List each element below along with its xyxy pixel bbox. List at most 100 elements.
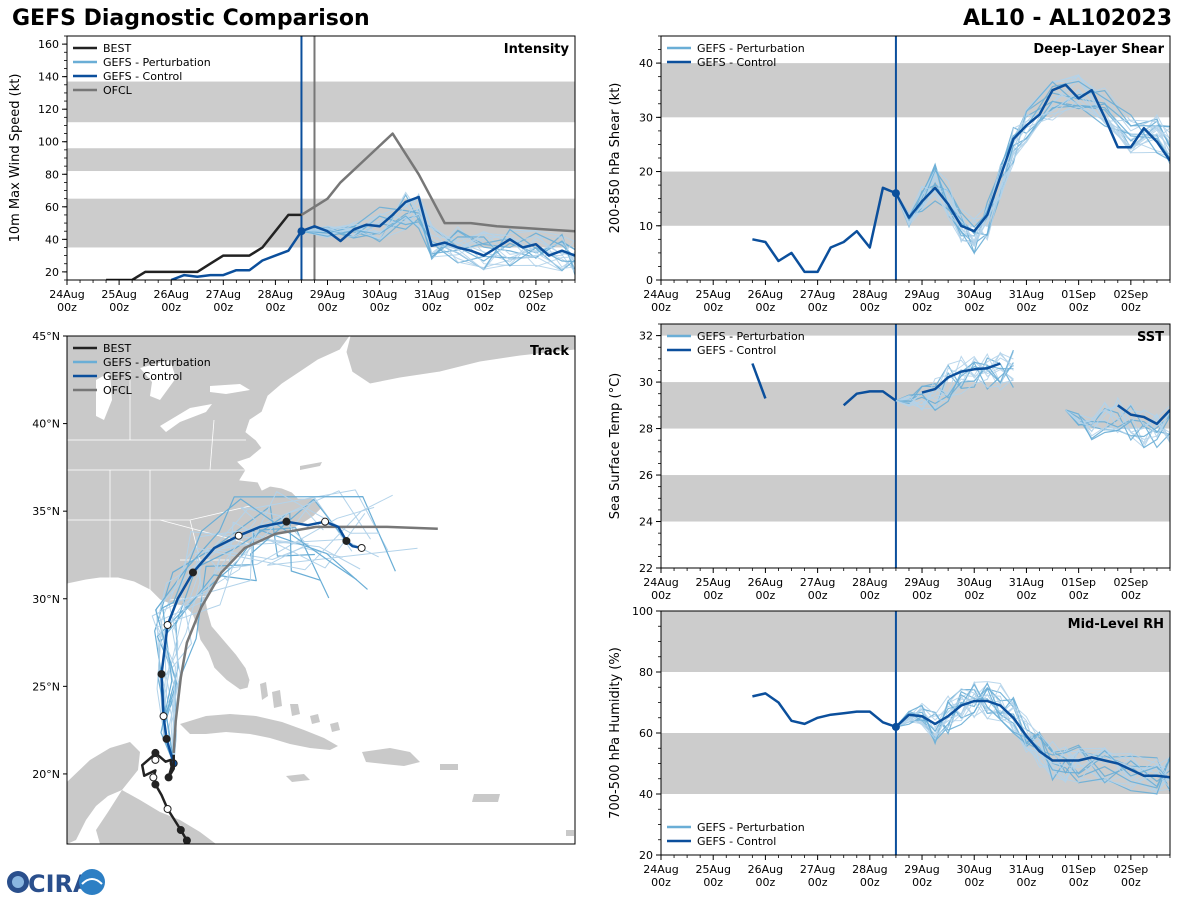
x-tick-day: 26Aug bbox=[153, 288, 188, 301]
ensemble-member-line bbox=[895, 106, 1170, 247]
x-tick-hour: 00z bbox=[1017, 876, 1037, 889]
y-tick-label: 60 bbox=[639, 727, 653, 740]
page-title: GEFS Diagnostic Comparison bbox=[12, 6, 370, 31]
x-tick-hour: 00z bbox=[1069, 301, 1089, 314]
ensemble-member-line bbox=[895, 90, 1170, 238]
x-tick-day: 31Aug bbox=[1009, 863, 1044, 876]
y-tick-label: 40 bbox=[639, 57, 653, 70]
plot-area bbox=[752, 611, 1170, 855]
x-tick-hour: 00z bbox=[1069, 876, 1089, 889]
x-tick-hour: 00z bbox=[808, 589, 828, 602]
x-tick-day: 02Sep bbox=[1113, 576, 1148, 589]
y-tick-label: 120 bbox=[38, 103, 59, 116]
x-tick-hour: 00z bbox=[860, 876, 880, 889]
legend-label: GEFS - Perturbation bbox=[103, 356, 211, 369]
land-cuba bbox=[180, 714, 338, 750]
x-tick-hour: 00z bbox=[808, 301, 828, 314]
x-tick-day: 31Aug bbox=[1009, 576, 1044, 589]
y-tick-label: 140 bbox=[38, 71, 59, 84]
x-tick-day: 27Aug bbox=[800, 288, 835, 301]
ensemble-member-line bbox=[301, 192, 575, 261]
ensemble-member-line bbox=[1065, 409, 1170, 449]
storm-id-title: AL10 - AL102023 bbox=[963, 6, 1172, 31]
track-position-marker bbox=[182, 836, 191, 844]
control-series-line bbox=[842, 390, 897, 407]
shaded-band bbox=[661, 475, 1170, 522]
x-tick-hour: 00z bbox=[651, 589, 671, 602]
x-tick-day: 27Aug bbox=[800, 576, 835, 589]
current-value-marker bbox=[891, 189, 900, 198]
x-tick-hour: 00z bbox=[756, 876, 776, 889]
land-long-island bbox=[300, 462, 322, 470]
x-tick-hour: 00z bbox=[651, 876, 671, 889]
y-tick-label: 20 bbox=[45, 266, 59, 279]
legend-label: GEFS - Perturbation bbox=[103, 56, 211, 69]
track-position-marker bbox=[157, 670, 166, 679]
legend-label: GEFS - Control bbox=[103, 370, 182, 383]
shaded-band bbox=[67, 148, 575, 172]
track-position-marker bbox=[163, 804, 172, 813]
x-tick-hour: 00z bbox=[213, 301, 233, 314]
x-tick-hour: 00z bbox=[703, 876, 723, 889]
legend-label: BEST bbox=[103, 342, 131, 355]
shaded-band bbox=[67, 81, 575, 123]
track-position-marker bbox=[321, 517, 330, 526]
legend-label: GEFS - Control bbox=[697, 835, 776, 848]
control-series-line bbox=[170, 195, 575, 280]
lake-huron bbox=[140, 360, 176, 400]
ensemble-track-line bbox=[162, 527, 368, 764]
x-tick-day: 31Aug bbox=[414, 288, 449, 301]
x-tick-day: 31Aug bbox=[1009, 288, 1044, 301]
shaded-band bbox=[661, 324, 1170, 336]
x-tick-hour: 00z bbox=[703, 589, 723, 602]
legend-label: OFCL bbox=[103, 84, 133, 97]
land-small-islands bbox=[566, 830, 574, 836]
lake-ontario bbox=[210, 384, 250, 394]
lake-michigan bbox=[96, 372, 112, 420]
control-series-line bbox=[752, 83, 1170, 274]
x-tick-day: 30Aug bbox=[362, 288, 397, 301]
ensemble-member-line bbox=[895, 89, 1170, 255]
ensemble-member-line bbox=[895, 681, 1170, 790]
ensemble-member-line bbox=[1065, 408, 1170, 440]
x-tick-day: 02Sep bbox=[1113, 863, 1148, 876]
track-position-marker bbox=[163, 621, 172, 630]
track-position-marker bbox=[357, 543, 366, 552]
track-position-marker bbox=[342, 536, 351, 545]
sst-panel: 22242628303224Aug00z25Aug00z26Aug00z27Au… bbox=[608, 323, 1171, 602]
y-tick-label: 160 bbox=[38, 38, 59, 51]
lat-tick-label: 25°N bbox=[32, 680, 60, 693]
lat-tick-label: 45°N bbox=[32, 330, 60, 343]
cira-logo-mark: CIRA bbox=[7, 869, 105, 898]
legend-label: GEFS - Perturbation bbox=[697, 821, 805, 834]
land-puerto-rico bbox=[440, 764, 458, 770]
y-tick-label: 22 bbox=[639, 562, 653, 575]
x-tick-day: 28Aug bbox=[852, 863, 887, 876]
ofcl-series-line bbox=[300, 132, 575, 233]
y-axis-label: Sea Surface Temp (°C) bbox=[608, 373, 623, 520]
best-series-line bbox=[106, 213, 302, 280]
panel-title: Intensity bbox=[504, 42, 570, 57]
lat-tick-label: 40°N bbox=[32, 418, 60, 431]
legend-label: GEFS - Perturbation bbox=[697, 330, 805, 343]
x-tick-day: 30Aug bbox=[956, 576, 991, 589]
legend-label: GEFS - Control bbox=[697, 56, 776, 69]
track-position-marker bbox=[164, 773, 173, 782]
x-tick-hour: 00z bbox=[474, 301, 494, 314]
x-tick-day: 30Aug bbox=[956, 288, 991, 301]
land-hispaniola bbox=[362, 748, 420, 766]
x-tick-day: 02Sep bbox=[1113, 288, 1148, 301]
x-tick-day: 25Aug bbox=[695, 863, 730, 876]
control-series-line bbox=[752, 692, 1170, 779]
track-position-marker bbox=[176, 825, 185, 834]
legend-label: GEFS - Control bbox=[103, 70, 182, 83]
y-tick-label: 30 bbox=[639, 376, 653, 389]
ensemble-member-line bbox=[1065, 407, 1170, 449]
ensemble-track-line bbox=[168, 490, 371, 764]
ensemble-member-line bbox=[895, 349, 1014, 412]
x-tick-hour: 00z bbox=[808, 876, 828, 889]
x-tick-hour: 00z bbox=[860, 589, 880, 602]
y-tick-label: 20 bbox=[639, 166, 653, 179]
y-axis-label: 200-850 hPa Shear (kt) bbox=[608, 83, 623, 234]
